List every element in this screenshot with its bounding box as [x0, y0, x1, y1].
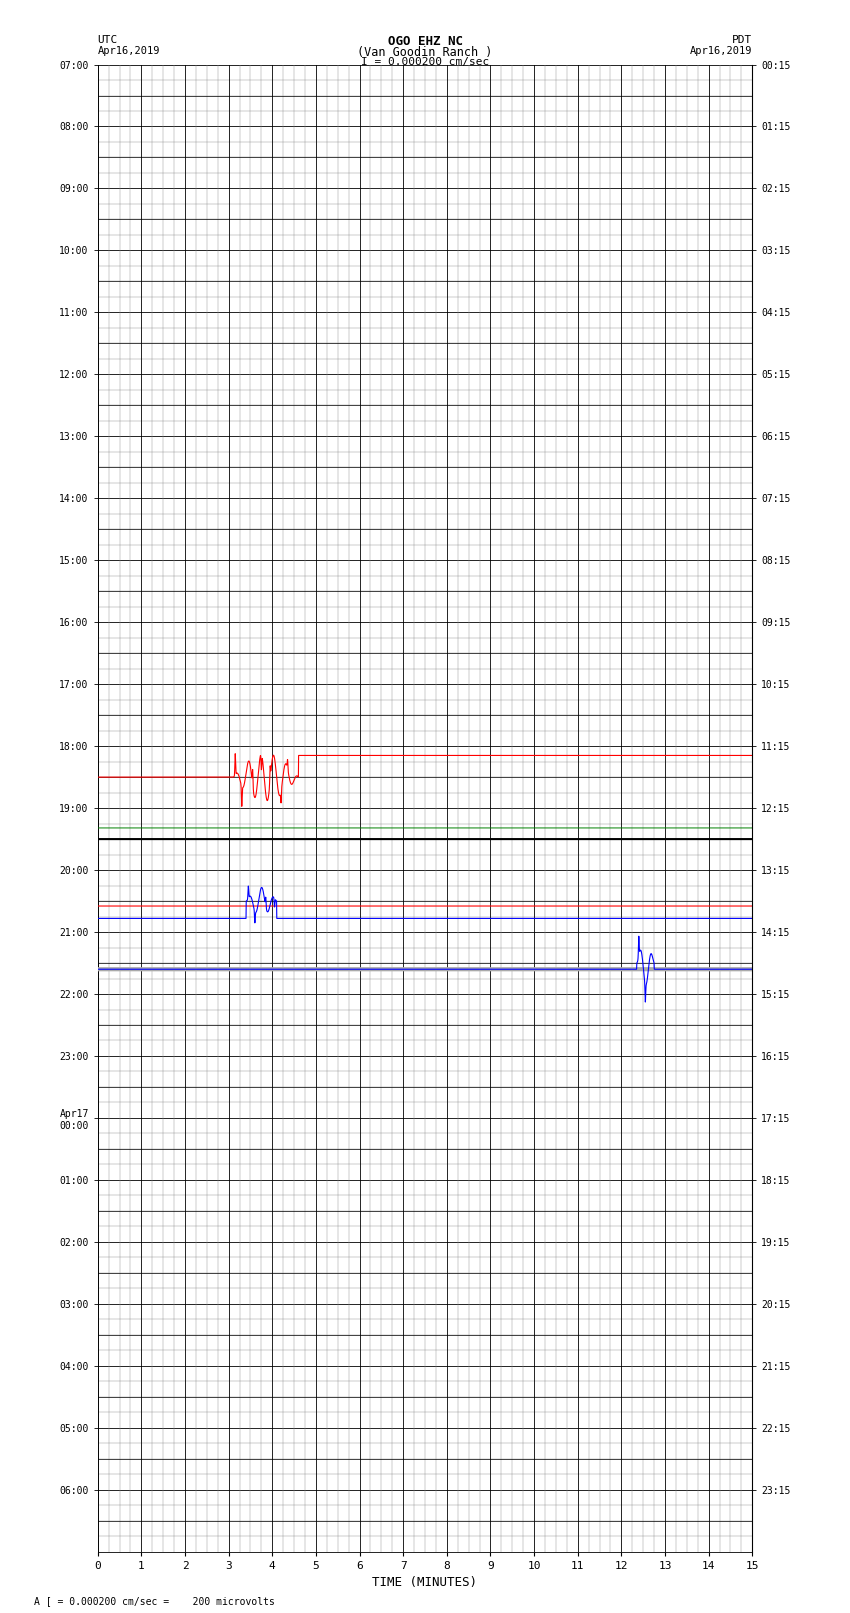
Text: UTC: UTC [98, 35, 118, 45]
Text: (Van Goodin Ranch ): (Van Goodin Ranch ) [357, 45, 493, 60]
Text: A [ = 0.000200 cm/sec =    200 microvolts: A [ = 0.000200 cm/sec = 200 microvolts [34, 1597, 275, 1607]
Text: Apr16,2019: Apr16,2019 [689, 45, 752, 56]
Text: PDT: PDT [732, 35, 752, 45]
Text: Apr16,2019: Apr16,2019 [98, 45, 161, 56]
X-axis label: TIME (MINUTES): TIME (MINUTES) [372, 1576, 478, 1589]
Text: OGO EHZ NC: OGO EHZ NC [388, 35, 462, 48]
Text: I = 0.000200 cm/sec: I = 0.000200 cm/sec [361, 58, 489, 68]
